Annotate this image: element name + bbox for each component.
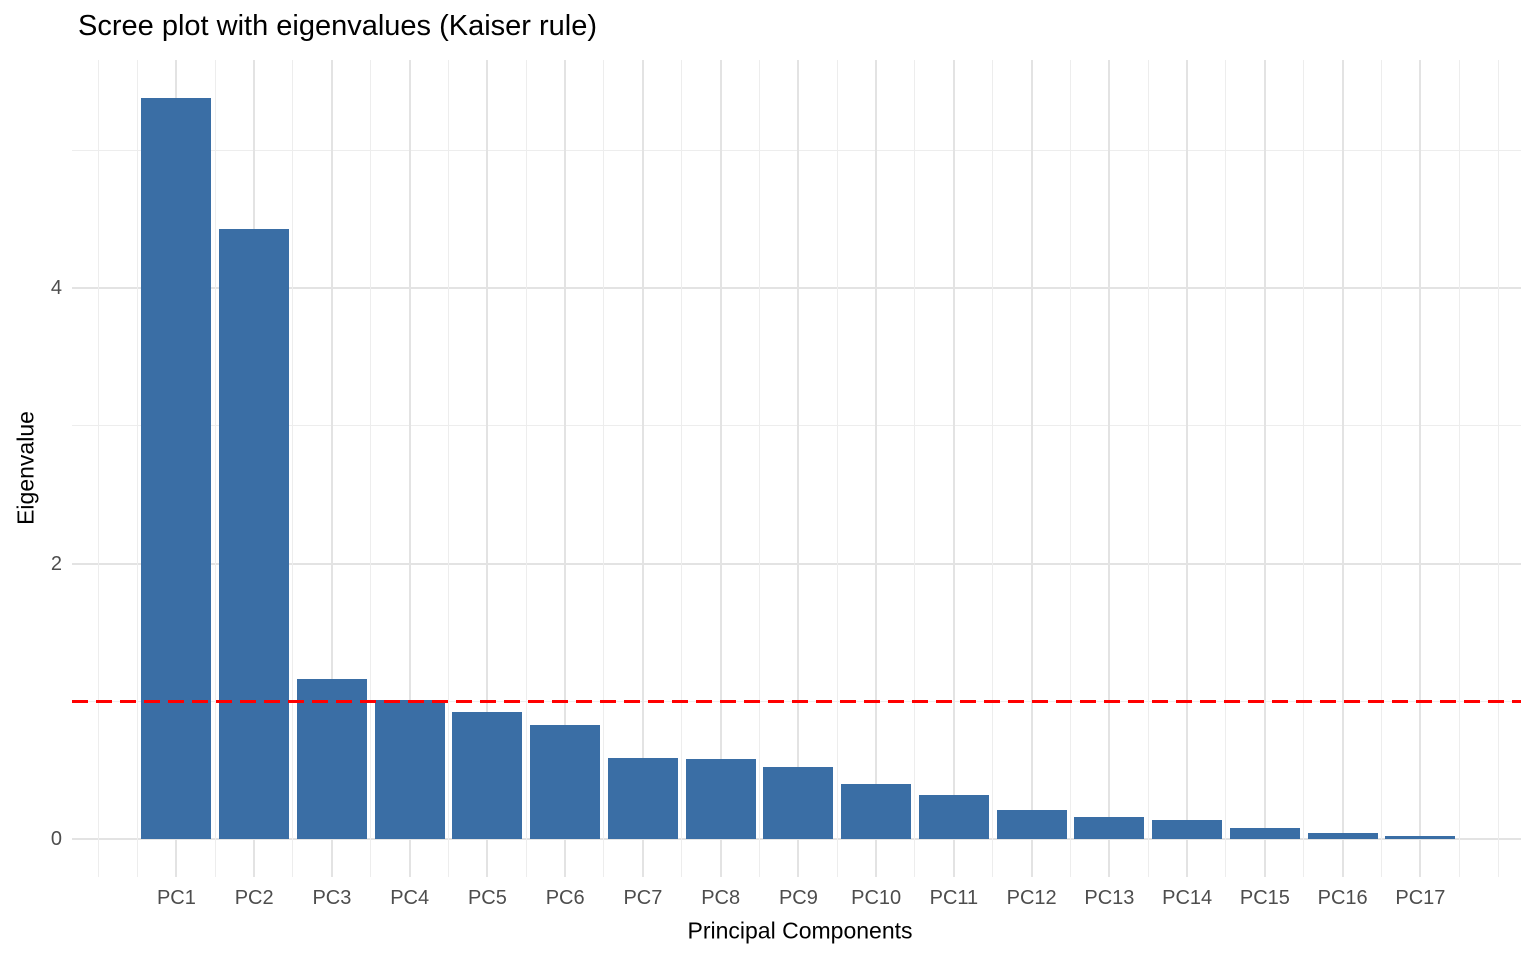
x-tick-label: PC11 bbox=[929, 887, 979, 909]
y-axis-title: Eigenvalue bbox=[12, 411, 39, 525]
vertical-minor-gridline bbox=[992, 60, 994, 877]
vertical-minor-gridline bbox=[98, 60, 100, 877]
vertical-major-gridline bbox=[1030, 60, 1033, 877]
x-tick-label: PC15 bbox=[1239, 887, 1290, 909]
horizontal-minor-gridline bbox=[72, 425, 1521, 427]
bar-pc8 bbox=[685, 759, 756, 839]
vertical-minor-gridline bbox=[603, 60, 605, 877]
bar-pc1 bbox=[141, 97, 212, 839]
bar-pc15 bbox=[1229, 827, 1300, 839]
vertical-minor-gridline bbox=[1497, 60, 1499, 877]
vertical-major-gridline bbox=[1341, 60, 1344, 877]
vertical-minor-gridline bbox=[914, 60, 916, 877]
bar-pc17 bbox=[1385, 836, 1456, 839]
vertical-major-gridline bbox=[719, 60, 722, 877]
y-tick-label: 2 bbox=[50, 552, 62, 575]
vertical-minor-gridline bbox=[292, 60, 294, 877]
horizontal-minor-gridline bbox=[72, 149, 1521, 151]
x-tick-label: PC12 bbox=[1006, 887, 1057, 909]
bar-pc9 bbox=[763, 767, 834, 839]
vertical-major-gridline bbox=[875, 60, 878, 877]
bar-pc6 bbox=[530, 724, 601, 839]
y-tick-label: 4 bbox=[50, 277, 62, 299]
vertical-minor-gridline bbox=[525, 60, 527, 877]
vertical-major-gridline bbox=[408, 60, 411, 877]
bar-pc16 bbox=[1307, 833, 1378, 839]
chart-title: Scree plot with eigenvalues (Kaiser rule… bbox=[78, 10, 598, 42]
horizontal-major-gridline bbox=[72, 838, 1521, 840]
bar-pc14 bbox=[1152, 819, 1223, 839]
x-tick-label: PC3 bbox=[312, 887, 352, 909]
bar-pc3 bbox=[296, 679, 367, 839]
plot-panel bbox=[72, 60, 1521, 877]
vertical-minor-gridline bbox=[681, 60, 683, 877]
vertical-minor-gridline bbox=[1458, 60, 1460, 877]
x-tick-label: PC1 bbox=[156, 887, 196, 909]
vertical-minor-gridline bbox=[1303, 60, 1305, 877]
x-tick-label: PC9 bbox=[778, 887, 818, 909]
bar-pc4 bbox=[374, 699, 445, 839]
vertical-minor-gridline bbox=[1147, 60, 1149, 877]
vertical-major-gridline bbox=[486, 60, 489, 877]
vertical-major-gridline bbox=[641, 60, 644, 877]
vertical-minor-gridline bbox=[758, 60, 760, 877]
vertical-major-gridline bbox=[1186, 60, 1189, 877]
bar-pc5 bbox=[452, 712, 523, 839]
vertical-minor-gridline bbox=[136, 60, 138, 877]
vertical-minor-gridline bbox=[1380, 60, 1382, 877]
bar-pc13 bbox=[1074, 816, 1145, 839]
bar-pc7 bbox=[607, 757, 678, 839]
x-tick-label: PC2 bbox=[234, 887, 274, 909]
y-tick-label: 0 bbox=[50, 828, 62, 850]
x-axis-title: Principal Components bbox=[687, 917, 913, 944]
vertical-major-gridline bbox=[330, 60, 333, 877]
vertical-minor-gridline bbox=[1069, 60, 1071, 877]
vertical-major-gridline bbox=[564, 60, 567, 877]
vertical-major-gridline bbox=[1108, 60, 1111, 877]
x-tick-label: PC13 bbox=[1084, 887, 1135, 909]
horizontal-major-gridline bbox=[72, 287, 1521, 289]
vertical-minor-gridline bbox=[836, 60, 838, 877]
horizontal-major-gridline bbox=[72, 562, 1521, 565]
x-tick-label: PC17 bbox=[1395, 887, 1446, 909]
vertical-major-gridline bbox=[952, 60, 955, 877]
x-tick-label: PC7 bbox=[623, 887, 663, 909]
bar-pc12 bbox=[996, 810, 1067, 839]
vertical-minor-gridline bbox=[370, 60, 372, 877]
x-tick-label: PC10 bbox=[851, 887, 902, 909]
vertical-major-gridline bbox=[1419, 60, 1422, 877]
bar-pc10 bbox=[841, 783, 912, 839]
x-tick-label: PC16 bbox=[1317, 887, 1368, 909]
x-tick-label: PC5 bbox=[467, 887, 507, 909]
vertical-major-gridline bbox=[1263, 60, 1266, 877]
x-tick-label: PC8 bbox=[701, 887, 741, 909]
kaiser-rule-reference-line bbox=[72, 699, 1521, 703]
bar-pc11 bbox=[918, 794, 989, 839]
x-tick-label: PC14 bbox=[1162, 887, 1213, 909]
vertical-minor-gridline bbox=[1225, 60, 1227, 877]
x-tick-label: PC6 bbox=[545, 887, 585, 909]
x-tick-label: PC4 bbox=[390, 887, 430, 909]
vertical-minor-gridline bbox=[447, 60, 449, 877]
vertical-major-gridline bbox=[797, 60, 800, 877]
vertical-minor-gridline bbox=[214, 60, 216, 877]
bar-pc2 bbox=[219, 228, 290, 839]
